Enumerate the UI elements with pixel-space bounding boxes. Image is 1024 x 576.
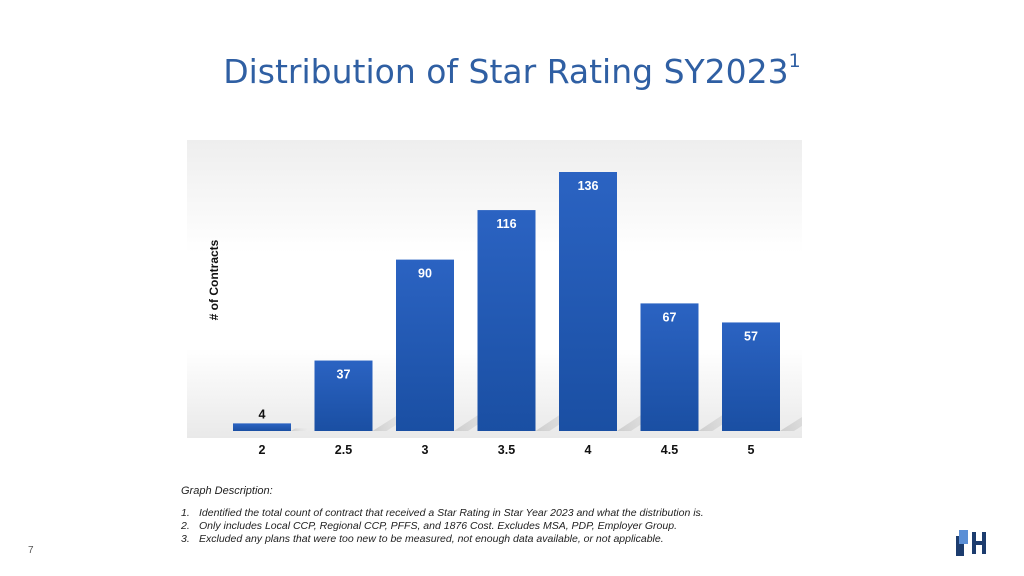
x-tick-label: 4 (585, 443, 592, 457)
graph-description-list: 1. Identified the total count of contract… (181, 507, 704, 546)
bar-5 (722, 322, 780, 431)
data-label: 57 (744, 329, 758, 343)
page-title: Distribution of Star Rating SY20231 (0, 50, 1024, 91)
title-superscript: 1 (788, 50, 801, 72)
page-number: 7 (28, 545, 34, 556)
bar-3 (396, 259, 454, 431)
description-item: 3. Excluded any plans that were too new t… (181, 533, 664, 545)
data-label: 116 (496, 217, 516, 231)
x-tick-label: 2.5 (335, 443, 352, 457)
y-axis-label: # of Contracts (207, 239, 221, 321)
x-tick-label: 5 (748, 443, 755, 457)
description-item: 2. Only includes Local CCP, Regional CCP,… (181, 520, 677, 532)
bar-4.5 (640, 303, 699, 431)
bar-4 (559, 172, 617, 431)
bar-chart: 4 2 37 2.5 90 3 116 3.5 136 4 67 4.5 57 5 (233, 172, 802, 457)
x-tick-label: 2 (259, 443, 266, 457)
data-label: 90 (418, 267, 432, 281)
bar-3.5 (477, 210, 536, 431)
description-item: 1. Identified the total count of contract… (181, 507, 704, 519)
data-label: 37 (337, 368, 351, 382)
bar-2 (233, 423, 291, 431)
bar-2.5 (314, 360, 373, 431)
data-label: 136 (578, 179, 599, 193)
x-tick-label: 3.5 (498, 443, 515, 457)
company-logo (956, 530, 986, 556)
bar-shadow (291, 428, 310, 431)
title-text: Distribution of Star Rating SY2023 (223, 52, 789, 91)
data-label: 67 (663, 310, 677, 324)
x-tick-label: 3 (422, 443, 429, 457)
graph-description-heading: Graph Description: (181, 485, 273, 497)
bar-shadow (780, 417, 802, 431)
data-label: 4 (259, 407, 266, 421)
chart-panel: 4 2 37 2.5 90 3 116 3.5 136 4 67 4.5 57 5 (187, 140, 802, 457)
x-tick-label: 4.5 (661, 443, 678, 457)
